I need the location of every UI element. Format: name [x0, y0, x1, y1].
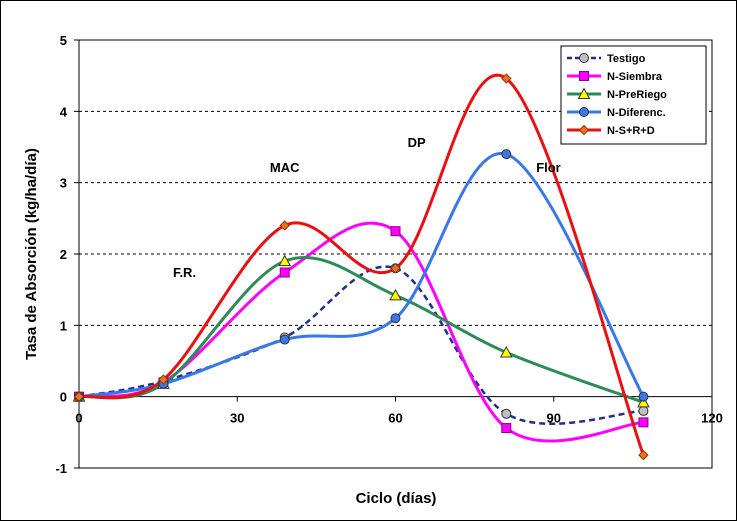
series-1-point-2 — [279, 267, 290, 278]
y-axis-title: Tasa de Absorción (kg/ha/día) — [23, 148, 40, 360]
x-tick-label: 120 — [701, 411, 723, 426]
series-4-point-3 — [390, 263, 401, 274]
series-4-point-1 — [158, 374, 169, 385]
y-tick-label: 0 — [60, 390, 67, 405]
legend-label: N-S+R+D — [607, 125, 655, 137]
annotations: F.R. MAC DP Flor — [173, 135, 561, 280]
annotation-label: MAC — [270, 160, 300, 175]
x-tick-label: 90 — [547, 411, 561, 426]
legend-label: N-Siembra — [607, 71, 663, 83]
y-tick-label: 3 — [60, 176, 67, 191]
series-4-point-2 — [279, 220, 290, 231]
y-tick-label: 1 — [60, 318, 67, 333]
series-0-point-4 — [501, 408, 512, 419]
series-3-point-3 — [390, 313, 401, 324]
legend: Testigo N-Siembra N-PreRiego N-Diferenc. N-S… — [560, 45, 707, 145]
legend-swatch-marker — [579, 71, 589, 81]
legend-swatch-marker — [578, 124, 590, 136]
y-tick-label: -1 — [55, 461, 67, 476]
series-3-point-4 — [501, 149, 512, 160]
series-3-point-2 — [279, 334, 290, 345]
legend-label: N-Diferenc. — [607, 107, 666, 119]
annotation-label: DP — [408, 135, 426, 150]
series-2-point-3 — [389, 288, 402, 301]
legend-label: N-PreRiego — [607, 89, 667, 101]
series-1-point-3 — [390, 226, 401, 237]
series-2-point-4 — [499, 345, 513, 358]
legend-swatch-marker — [577, 87, 591, 99]
series-4-point-4 — [501, 73, 512, 84]
y-tick-label: 2 — [60, 247, 67, 262]
annotation-label: Flor — [536, 160, 561, 175]
legend-label: Testigo — [607, 53, 646, 65]
series-4-point-0 — [73, 391, 85, 402]
x-tick-label: 60 — [388, 411, 402, 426]
series-1-point-4 — [501, 423, 512, 434]
x-axis-title: Ciclo (días) — [356, 490, 437, 507]
series-2-point-5 — [637, 395, 650, 408]
annotation-label: F.R. — [173, 265, 196, 280]
x-axis-ticks: 0 30 60 90 120 — [75, 396, 723, 426]
legend-swatch-marker — [579, 107, 589, 117]
y-tick-label: 5 — [60, 33, 67, 48]
legend-swatch-marker — [579, 53, 589, 63]
series-markers — [72, 73, 650, 461]
series-1-point-5 — [638, 417, 649, 428]
series-0-point-5 — [638, 405, 649, 416]
y-tick-label: 4 — [60, 104, 68, 119]
series-2-point-2 — [278, 254, 292, 267]
x-tick-label: 30 — [230, 411, 244, 426]
series-4-point-5 — [638, 449, 649, 461]
series-3-point-5 — [638, 391, 649, 402]
x-tick-label: 0 — [75, 411, 82, 426]
